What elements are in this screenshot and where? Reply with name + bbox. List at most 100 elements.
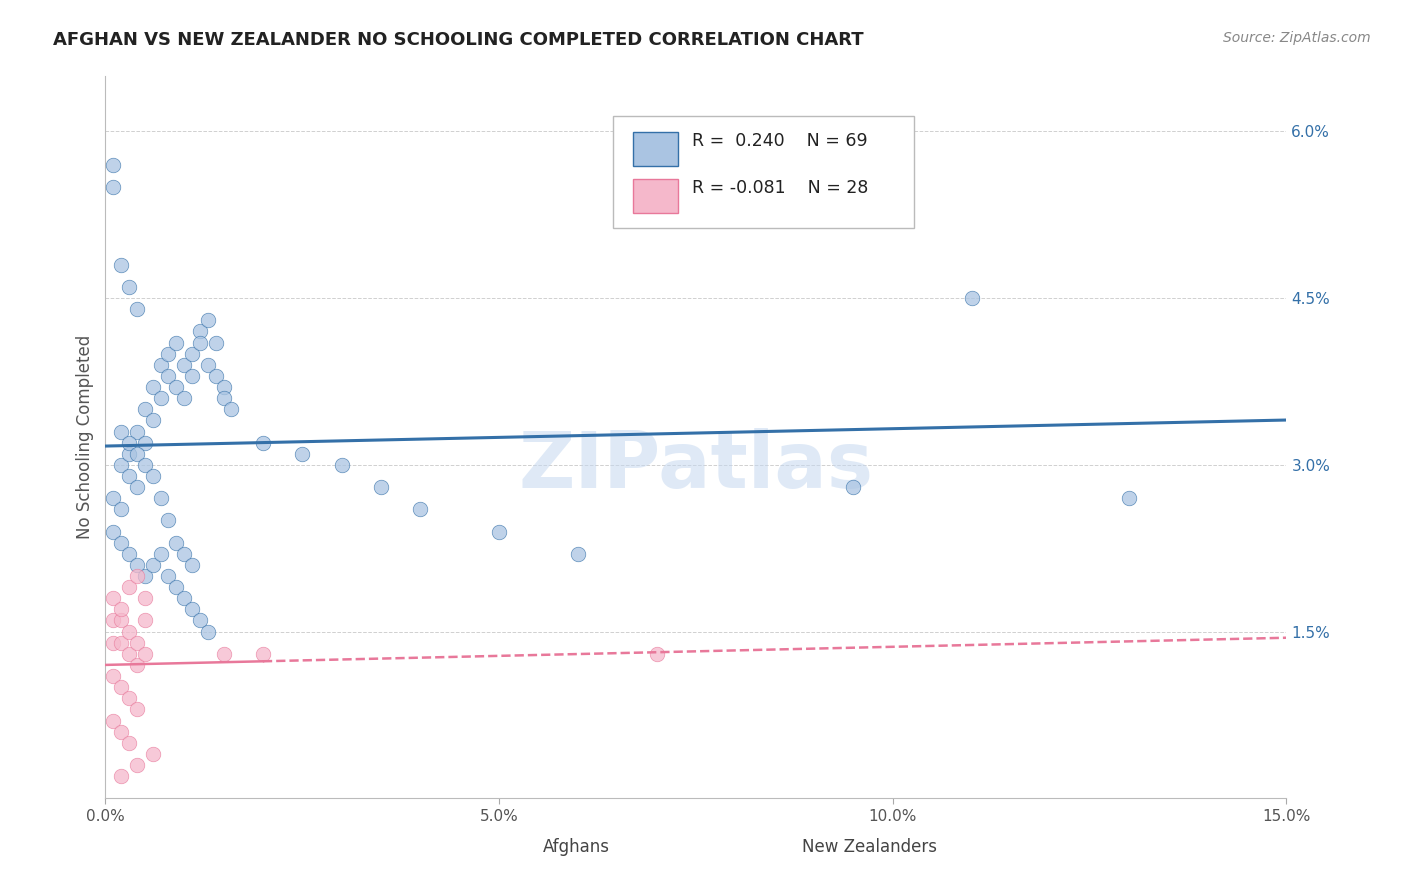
- Point: [173, 547, 195, 561]
- Point: [204, 335, 226, 350]
- Point: [118, 736, 141, 750]
- Point: [142, 558, 165, 572]
- FancyBboxPatch shape: [613, 116, 914, 227]
- Point: [125, 558, 148, 572]
- Point: [118, 580, 141, 594]
- Text: AFGHAN VS NEW ZEALANDER NO SCHOOLING COMPLETED CORRELATION CHART: AFGHAN VS NEW ZEALANDER NO SCHOOLING COM…: [53, 31, 865, 49]
- Point: [110, 602, 132, 616]
- FancyBboxPatch shape: [761, 835, 794, 859]
- Point: [118, 547, 141, 561]
- Point: [103, 591, 125, 606]
- FancyBboxPatch shape: [633, 178, 678, 213]
- Point: [157, 347, 180, 361]
- Point: [212, 391, 235, 405]
- Point: [842, 480, 865, 494]
- Point: [110, 636, 132, 650]
- Point: [134, 569, 156, 583]
- Point: [125, 447, 148, 461]
- Point: [125, 302, 148, 317]
- Point: [165, 380, 187, 394]
- Point: [103, 158, 125, 172]
- Point: [157, 513, 180, 527]
- Point: [252, 435, 274, 450]
- Point: [134, 614, 156, 628]
- Point: [125, 657, 148, 672]
- Point: [149, 547, 172, 561]
- Text: Source: ZipAtlas.com: Source: ZipAtlas.com: [1223, 31, 1371, 45]
- Point: [110, 769, 132, 783]
- Point: [103, 714, 125, 728]
- Point: [110, 258, 132, 272]
- Y-axis label: No Schooling Completed: No Schooling Completed: [76, 335, 94, 539]
- Point: [960, 291, 983, 305]
- Point: [165, 535, 187, 549]
- Point: [118, 469, 141, 483]
- Point: [134, 458, 156, 472]
- Point: [291, 447, 314, 461]
- Point: [134, 647, 156, 661]
- Point: [252, 647, 274, 661]
- Point: [110, 680, 132, 694]
- Text: R =  0.240    N = 69: R = 0.240 N = 69: [692, 132, 868, 150]
- Point: [212, 647, 235, 661]
- Point: [173, 391, 195, 405]
- Point: [142, 380, 165, 394]
- Text: New Zealanders: New Zealanders: [803, 838, 938, 855]
- Point: [212, 380, 235, 394]
- Point: [370, 480, 392, 494]
- Point: [157, 569, 180, 583]
- Point: [409, 502, 432, 516]
- Point: [181, 602, 204, 616]
- Point: [125, 425, 148, 439]
- Point: [134, 402, 156, 417]
- Point: [118, 280, 141, 294]
- Point: [110, 614, 132, 628]
- Point: [118, 647, 141, 661]
- Point: [173, 591, 195, 606]
- Point: [181, 368, 204, 383]
- Point: [103, 491, 125, 506]
- Point: [173, 358, 195, 372]
- FancyBboxPatch shape: [633, 132, 678, 166]
- Point: [118, 691, 141, 706]
- Point: [125, 480, 148, 494]
- Point: [1118, 491, 1140, 506]
- Point: [197, 313, 219, 327]
- Point: [188, 325, 211, 339]
- FancyBboxPatch shape: [501, 835, 534, 859]
- Point: [165, 580, 187, 594]
- Point: [125, 569, 148, 583]
- Point: [110, 535, 132, 549]
- Point: [149, 358, 172, 372]
- Point: [157, 368, 180, 383]
- Point: [110, 458, 132, 472]
- Point: [181, 558, 204, 572]
- Point: [142, 747, 165, 761]
- Point: [488, 524, 510, 539]
- Point: [103, 524, 125, 539]
- Point: [142, 469, 165, 483]
- Point: [110, 425, 132, 439]
- Point: [118, 435, 141, 450]
- Point: [134, 435, 156, 450]
- Point: [110, 724, 132, 739]
- Point: [567, 547, 589, 561]
- Point: [181, 347, 204, 361]
- Point: [118, 624, 141, 639]
- Text: Afghans: Afghans: [543, 838, 609, 855]
- Point: [197, 624, 219, 639]
- Point: [134, 591, 156, 606]
- Point: [125, 702, 148, 716]
- Text: R = -0.081    N = 28: R = -0.081 N = 28: [692, 179, 869, 197]
- Point: [188, 614, 211, 628]
- Point: [110, 502, 132, 516]
- Point: [103, 669, 125, 683]
- Point: [142, 413, 165, 427]
- Point: [330, 458, 353, 472]
- Text: ZIPatlas: ZIPatlas: [519, 428, 873, 504]
- Point: [149, 391, 172, 405]
- Point: [103, 614, 125, 628]
- Point: [149, 491, 172, 506]
- Point: [103, 180, 125, 194]
- Point: [188, 335, 211, 350]
